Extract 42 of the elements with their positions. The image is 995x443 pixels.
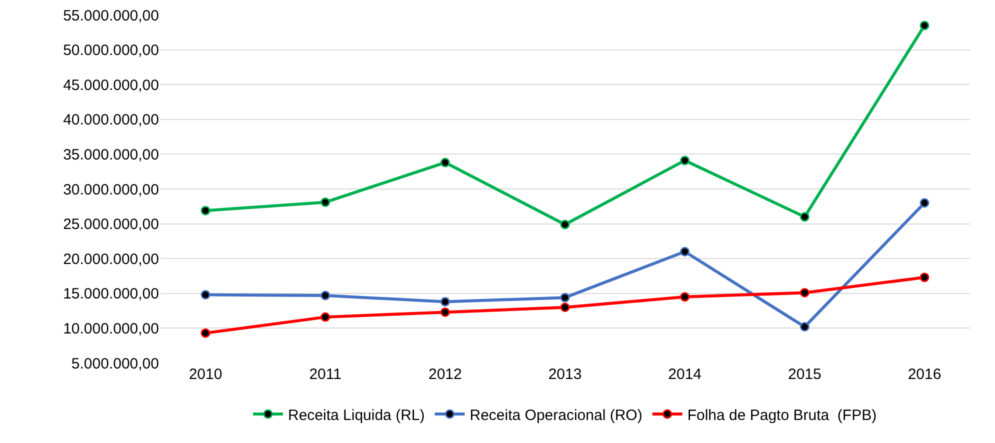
y-tick-label: 25.000.000,00 (63, 216, 159, 234)
y-tick-label: 20.000.000,00 (63, 250, 159, 268)
x-tick-label: 2015 (788, 366, 822, 383)
point (200, 328, 210, 338)
point (800, 212, 810, 222)
y-tick-label: 35.000.000,00 (63, 146, 159, 164)
legend-label: Receita Liquida (RL) (288, 406, 425, 424)
y-tick-label: 50.000.000,00 (63, 42, 159, 60)
point (320, 197, 330, 207)
point (200, 206, 210, 216)
y-tick-label: 10.000.000,00 (63, 320, 159, 338)
x-tick-label: 2012 (428, 366, 462, 383)
y-tick-label: 15.000.000,00 (63, 286, 159, 303)
point (920, 272, 930, 282)
point (920, 198, 930, 208)
x-tick-label: 2010 (188, 366, 222, 383)
legend-label: Receita Operacional (RO) (470, 406, 642, 424)
x-tick-label: 2011 (309, 366, 342, 383)
point (200, 290, 210, 300)
point (920, 20, 930, 30)
point (680, 292, 690, 302)
point (320, 312, 330, 322)
x-tick-label: 2016 (908, 366, 942, 383)
y-tick-label: 30.000.000,00 (63, 181, 159, 198)
legend-label: Folha de Pagto Bruta (FPB) (687, 406, 877, 424)
point (440, 297, 450, 306)
point (800, 322, 810, 332)
point (560, 220, 570, 230)
point (680, 156, 690, 166)
x-tick-label: 2014 (668, 366, 702, 383)
point (680, 246, 690, 256)
x-tick-label: 2013 (548, 366, 582, 383)
point (440, 158, 450, 168)
y-tick-label: 55.000.000,00 (63, 7, 159, 24)
y-tick-label: 5.000.000,00 (71, 355, 159, 372)
y-tick-label: 45.000.000,00 (63, 76, 159, 94)
point (440, 307, 450, 317)
point (560, 302, 570, 312)
point (560, 292, 570, 302)
point (320, 290, 330, 300)
point (800, 288, 810, 298)
y-tick-label: 40.000.000,00 (63, 112, 159, 129)
